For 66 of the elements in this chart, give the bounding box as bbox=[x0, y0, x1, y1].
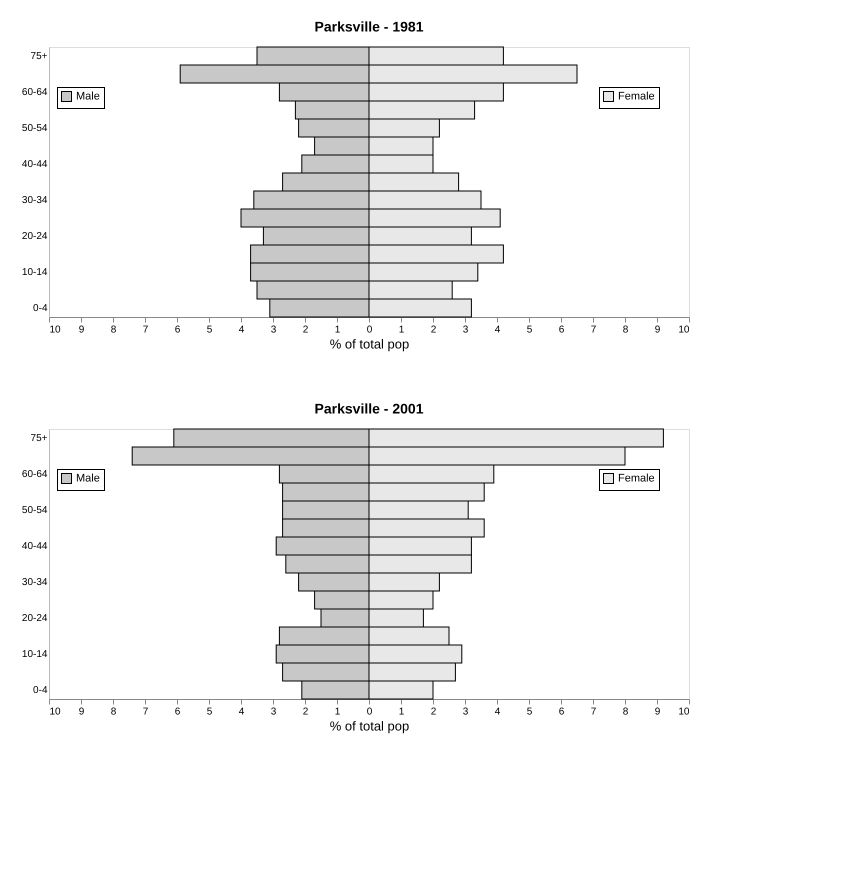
y-tick-label: 20-24 bbox=[22, 613, 48, 624]
x-tick-label: 7 bbox=[142, 324, 149, 336]
x-tick-label: 5 bbox=[526, 324, 533, 336]
x-tick-label: 2 bbox=[430, 324, 437, 336]
x-tick-label: 1 bbox=[334, 706, 341, 718]
y-tick-label: 30-34 bbox=[22, 195, 48, 206]
x-tick-label: 3 bbox=[462, 706, 469, 718]
legend-label: Female bbox=[618, 472, 655, 484]
x-tick-label: 2 bbox=[302, 706, 309, 718]
y-tick-label: 20-24 bbox=[22, 231, 48, 242]
y-tick-label: 10-14 bbox=[22, 267, 48, 278]
legend-label: Male bbox=[76, 90, 100, 102]
y-tick-label: 0-4 bbox=[33, 685, 48, 696]
x-tick-label: 3 bbox=[270, 706, 277, 718]
x-tick-label: 10 bbox=[678, 706, 690, 718]
x-tick-label: 1 bbox=[398, 324, 405, 336]
x-axis-title: % of total pop bbox=[330, 336, 410, 352]
y-tick-label: 50-54 bbox=[22, 123, 48, 134]
legend-label: Male bbox=[76, 472, 100, 484]
y-tick-label: 30-34 bbox=[22, 577, 48, 588]
x-tick-label: 8 bbox=[110, 324, 117, 336]
x-tick-label: 10 bbox=[50, 324, 62, 336]
x-tick-label: 6 bbox=[558, 706, 565, 718]
chart-title: Parksville - 1981 bbox=[314, 18, 424, 34]
x-tick-label: 4 bbox=[238, 324, 245, 336]
x-tick-label: 3 bbox=[462, 324, 469, 336]
x-tick-label: 7 bbox=[590, 324, 597, 336]
x-axis-title: % of total pop bbox=[330, 718, 410, 734]
x-tick-label: 6 bbox=[558, 324, 565, 336]
x-tick-label: 8 bbox=[110, 706, 117, 718]
x-tick-label: 9 bbox=[654, 324, 661, 336]
x-tick-label: 1 bbox=[334, 324, 341, 336]
y-tick-label: 40-44 bbox=[22, 159, 48, 170]
x-tick-label: 3 bbox=[270, 324, 277, 336]
x-tick-label: 7 bbox=[590, 706, 597, 718]
x-tick-label: 4 bbox=[494, 324, 501, 336]
y-tick-label: 75+ bbox=[30, 433, 48, 444]
y-tick-label: 50-54 bbox=[22, 505, 48, 516]
y-tick-label: 40-44 bbox=[22, 541, 48, 552]
x-tick-label: 0 bbox=[366, 706, 373, 718]
y-tick-label: 60-64 bbox=[22, 469, 48, 480]
x-tick-label: 9 bbox=[78, 324, 85, 336]
x-tick-label: 8 bbox=[622, 324, 629, 336]
legend-label: Female bbox=[618, 90, 655, 102]
x-tick-label: 5 bbox=[206, 324, 213, 336]
y-tick-label: 75+ bbox=[30, 51, 48, 62]
x-tick-label: 0 bbox=[366, 324, 373, 336]
x-tick-label: 4 bbox=[238, 706, 245, 718]
x-tick-label: 4 bbox=[494, 706, 501, 718]
chart-title: Parksville - 2001 bbox=[314, 400, 424, 416]
x-tick-label: 1 bbox=[398, 706, 405, 718]
x-tick-label: 9 bbox=[654, 706, 661, 718]
x-tick-label: 6 bbox=[174, 324, 181, 336]
x-tick-label: 5 bbox=[206, 706, 213, 718]
x-tick-label: 10 bbox=[678, 324, 690, 336]
y-tick-label: 0-4 bbox=[33, 303, 48, 314]
x-tick-label: 2 bbox=[430, 706, 437, 718]
x-tick-label: 5 bbox=[526, 706, 533, 718]
x-tick-label: 6 bbox=[174, 706, 181, 718]
y-tick-label: 10-14 bbox=[22, 649, 48, 660]
y-tick-label: 60-64 bbox=[22, 87, 48, 98]
x-tick-label: 8 bbox=[622, 706, 629, 718]
x-tick-label: 2 bbox=[302, 324, 309, 336]
x-tick-label: 7 bbox=[142, 706, 149, 718]
x-tick-label: 10 bbox=[50, 706, 62, 718]
x-tick-label: 9 bbox=[78, 706, 85, 718]
